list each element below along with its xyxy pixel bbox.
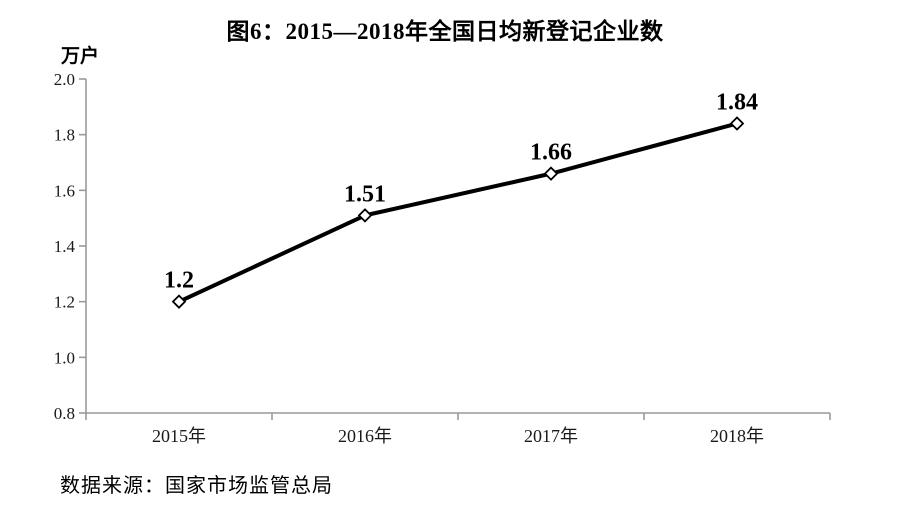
x-tick-label: 2017年 — [524, 426, 578, 446]
data-point-marker — [543, 166, 559, 181]
y-tick-label: 1.6 — [54, 181, 75, 200]
y-tick-label: 1.0 — [54, 348, 75, 367]
y-axis-unit-label: 万户 — [61, 46, 100, 67]
data-point-marker — [729, 116, 745, 131]
y-tick-label: 2.0 — [54, 70, 75, 89]
x-tick-label: 2018年 — [710, 426, 764, 446]
source-note: 数据来源：国家市场监管总局 — [60, 475, 333, 497]
data-point-label: 1.84 — [716, 90, 758, 116]
data-point-label: 1.2 — [164, 268, 194, 294]
data-point-marker — [171, 294, 187, 309]
chart-title: 图6：2015—2018年全国日均新登记企业数 — [226, 19, 664, 44]
y-tick-label: 1.2 — [54, 293, 75, 312]
x-tick-label: 2015年 — [152, 426, 206, 446]
data-point-label: 1.51 — [344, 181, 386, 207]
data-point-marker — [357, 208, 373, 223]
y-tick-label: 0.8 — [54, 404, 75, 423]
x-tick-label: 2016年 — [338, 426, 392, 446]
data-line — [177, 121, 739, 304]
y-tick-label: 1.8 — [54, 126, 75, 145]
y-tick-label: 1.4 — [54, 237, 76, 256]
data-point-label: 1.66 — [530, 140, 572, 166]
